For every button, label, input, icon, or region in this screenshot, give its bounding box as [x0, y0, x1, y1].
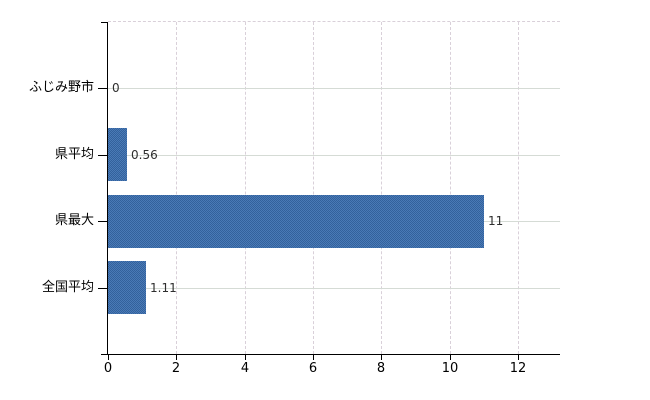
x-tick [108, 354, 109, 360]
y-tick [98, 88, 108, 89]
x-axis-line [101, 354, 560, 355]
bar-value-label: 0.56 [131, 148, 158, 162]
bar-value-label: 1.11 [150, 281, 177, 295]
bar [108, 128, 127, 181]
x-tick-label: 4 [240, 361, 250, 376]
x-tick-label: 2 [171, 361, 181, 376]
x-tick-label: 12 [509, 361, 527, 376]
v-gridline [176, 22, 177, 354]
category-label: 県最大 [54, 213, 94, 228]
v-gridline [381, 22, 382, 354]
x-tick [245, 354, 246, 360]
h-gridline [108, 155, 560, 156]
category-label: 全国平均 [41, 280, 94, 295]
bar [108, 261, 146, 314]
v-gridline [245, 22, 246, 354]
category-label: 県平均 [54, 147, 94, 162]
top-gridline [108, 21, 560, 22]
y-axis-line [107, 22, 108, 354]
x-tick-label: 10 [441, 361, 459, 376]
x-tick [176, 354, 177, 360]
y-tick [98, 155, 108, 156]
bar-value-label: 11 [488, 214, 504, 228]
bar [108, 195, 484, 248]
x-tick [313, 354, 314, 360]
x-tick [381, 354, 382, 360]
y-axis-top-end-tick [101, 22, 108, 23]
v-gridline [518, 22, 519, 354]
h-gridline [108, 288, 560, 289]
x-tick [450, 354, 451, 360]
category-label: ふじみ野市 [28, 80, 94, 95]
x-tick-label: 8 [376, 361, 386, 376]
y-tick [98, 288, 108, 289]
bar-value-label: 0 [112, 81, 120, 95]
y-tick [98, 221, 108, 222]
x-tick-label: 0 [103, 361, 113, 376]
v-gridline [313, 22, 314, 354]
x-tick [518, 354, 519, 360]
h-gridline [108, 88, 560, 89]
v-gridline [450, 22, 451, 354]
x-tick-label: 6 [308, 361, 318, 376]
